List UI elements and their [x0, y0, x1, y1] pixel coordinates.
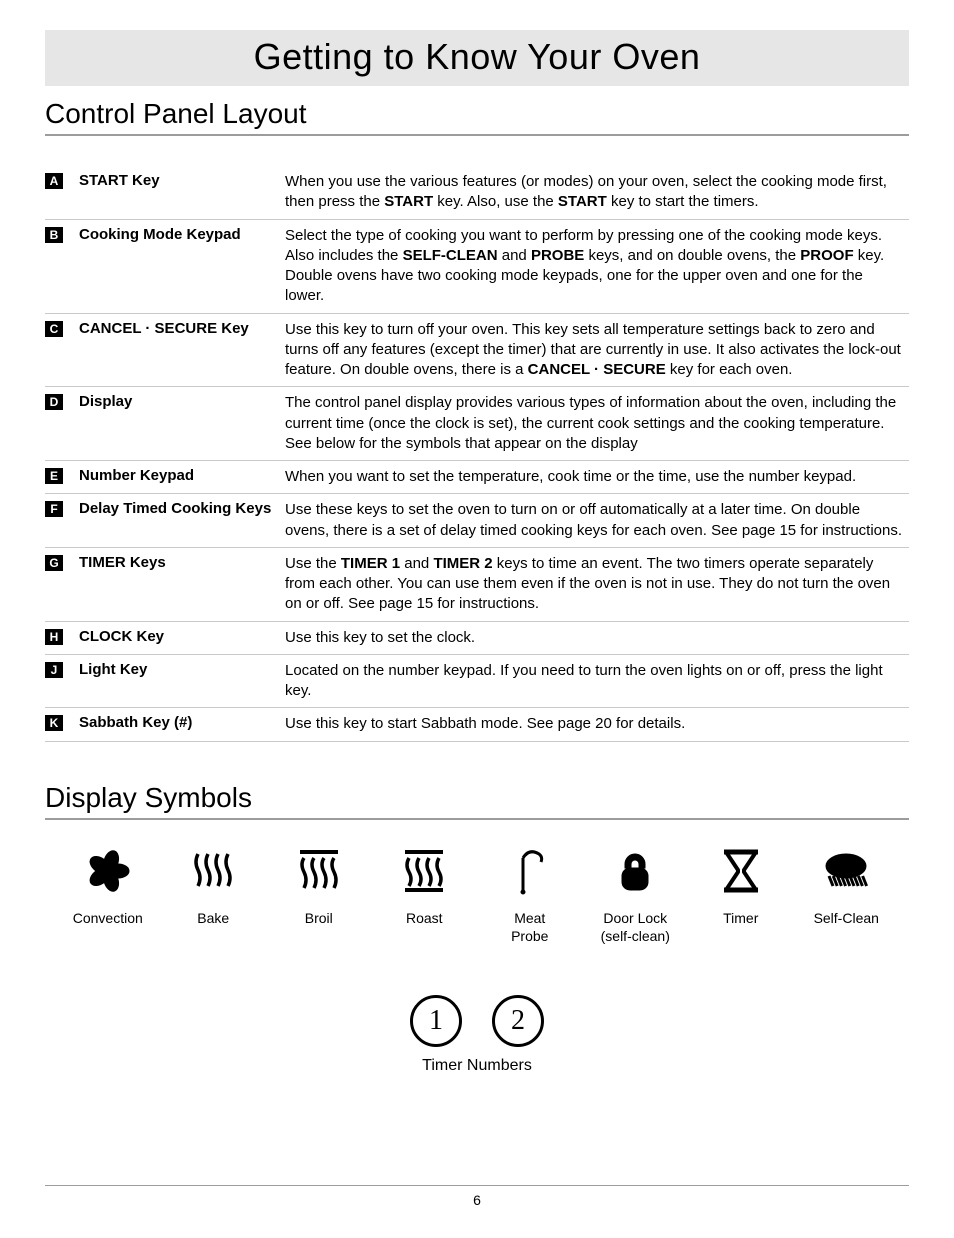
row-tag-cell: K	[45, 708, 79, 741]
row-description: When you use the various features (or mo…	[285, 166, 909, 219]
symbol-roast: Roast	[372, 845, 478, 927]
doorlock-icon	[583, 845, 689, 897]
table-row: C CANCEL · SECURE KeyUse this key to turn…	[45, 313, 909, 387]
row-tag: G	[45, 555, 63, 571]
row-tag: E	[45, 468, 63, 484]
symbol-bake: Bake	[161, 845, 267, 927]
row-tag-cell: G	[45, 547, 79, 621]
table-row: B Cooking Mode KeypadSelect the type of c…	[45, 219, 909, 313]
row-tag: D	[45, 394, 63, 410]
convection-icon	[55, 845, 161, 897]
table-row: F Delay Timed Cooking KeysUse these keys …	[45, 494, 909, 548]
timer-numbers-block: 1 2 Timer Numbers	[45, 995, 909, 1075]
table-row: J Light KeyLocated on the number keypad. …	[45, 654, 909, 708]
symbol-convection: Convection	[55, 845, 161, 927]
section-control-panel: Control Panel Layout	[45, 98, 909, 136]
row-key-name: Delay Timed Cooking Keys	[79, 494, 285, 548]
row-key-name: START Key	[79, 166, 285, 219]
row-key-name: Light Key	[79, 654, 285, 708]
page-footer: 6	[45, 1185, 909, 1208]
row-description: Use this key to set the clock.	[285, 621, 909, 654]
row-key-name: CANCEL · SECURE Key	[79, 313, 285, 387]
row-description: Select the type of cooking you want to p…	[285, 219, 909, 313]
row-description: The control panel display provides vario…	[285, 387, 909, 461]
symbol-meatprobe: MeatProbe	[477, 845, 583, 945]
symbol-label: Self-Clean	[794, 909, 900, 927]
row-tag-cell: H	[45, 621, 79, 654]
timer-icon	[688, 845, 794, 897]
broil-icon	[266, 845, 372, 897]
row-description: Use this key to start Sabbath mode. See …	[285, 708, 909, 741]
page-title: Getting to Know Your Oven	[254, 36, 701, 77]
section-display-symbols: Display Symbols	[45, 782, 909, 820]
row-tag: K	[45, 715, 63, 731]
roast-icon	[372, 845, 478, 897]
page-number: 6	[473, 1192, 481, 1208]
row-tag-cell: J	[45, 654, 79, 708]
page: Getting to Know Your Oven Control Panel …	[0, 0, 954, 1238]
symbol-label: Door Lock(self-clean)	[583, 909, 689, 945]
row-description: Located on the number keypad. If you nee…	[285, 654, 909, 708]
symbol-label: Bake	[161, 909, 267, 927]
row-tag: A	[45, 173, 63, 189]
row-tag-cell: F	[45, 494, 79, 548]
row-tag: F	[45, 501, 63, 517]
row-key-name: Cooking Mode Keypad	[79, 219, 285, 313]
bake-icon	[161, 845, 267, 897]
symbol-timer: Timer	[688, 845, 794, 927]
row-key-name: Display	[79, 387, 285, 461]
page-title-band: Getting to Know Your Oven	[45, 30, 909, 86]
row-tag-cell: E	[45, 461, 79, 494]
row-description: Use this key to turn off your oven. This…	[285, 313, 909, 387]
symbol-label: Roast	[372, 909, 478, 927]
timer-number-2: 2	[492, 995, 544, 1047]
table-row: D DisplayThe control panel display provid…	[45, 387, 909, 461]
row-key-name: Sabbath Key (#)	[79, 708, 285, 741]
reference-table: A START KeyWhen you use the various featu…	[45, 166, 909, 742]
symbol-label: Convection	[55, 909, 161, 927]
row-tag-cell: A	[45, 166, 79, 219]
symbol-selfclean: Self-Clean	[794, 845, 900, 927]
symbols-row: ConvectionBakeBroilRoastMeatProbeDoor Lo…	[45, 845, 909, 945]
row-tag: H	[45, 629, 63, 645]
row-description: Use these keys to set the oven to turn o…	[285, 494, 909, 548]
table-row: A START KeyWhen you use the various featu…	[45, 166, 909, 219]
symbol-label: Timer	[688, 909, 794, 927]
timer-number-1: 1	[410, 995, 462, 1047]
timer-numbers-label: Timer Numbers	[45, 1057, 909, 1075]
row-key-name: CLOCK Key	[79, 621, 285, 654]
table-row: H CLOCK KeyUse this key to set the clock.	[45, 621, 909, 654]
row-tag-cell: B	[45, 219, 79, 313]
symbol-broil: Broil	[266, 845, 372, 927]
symbol-label: MeatProbe	[477, 909, 583, 945]
table-row: E Number KeypadWhen you want to set the t…	[45, 461, 909, 494]
row-description: When you want to set the temperature, co…	[285, 461, 909, 494]
table-row: G TIMER KeysUse the TIMER 1 and TIMER 2 k…	[45, 547, 909, 621]
symbol-doorlock: Door Lock(self-clean)	[583, 845, 689, 945]
row-tag: J	[45, 662, 63, 678]
row-tag-cell: C	[45, 313, 79, 387]
meatprobe-icon	[477, 845, 583, 897]
symbol-label: Broil	[266, 909, 372, 927]
selfclean-icon	[794, 845, 900, 897]
table-row: K Sabbath Key (#)Use this key to start Sa…	[45, 708, 909, 741]
row-tag-cell: D	[45, 387, 79, 461]
row-tag: B	[45, 227, 63, 243]
row-key-name: TIMER Keys	[79, 547, 285, 621]
row-tag: C	[45, 321, 63, 337]
row-description: Use the TIMER 1 and TIMER 2 keys to time…	[285, 547, 909, 621]
row-key-name: Number Keypad	[79, 461, 285, 494]
